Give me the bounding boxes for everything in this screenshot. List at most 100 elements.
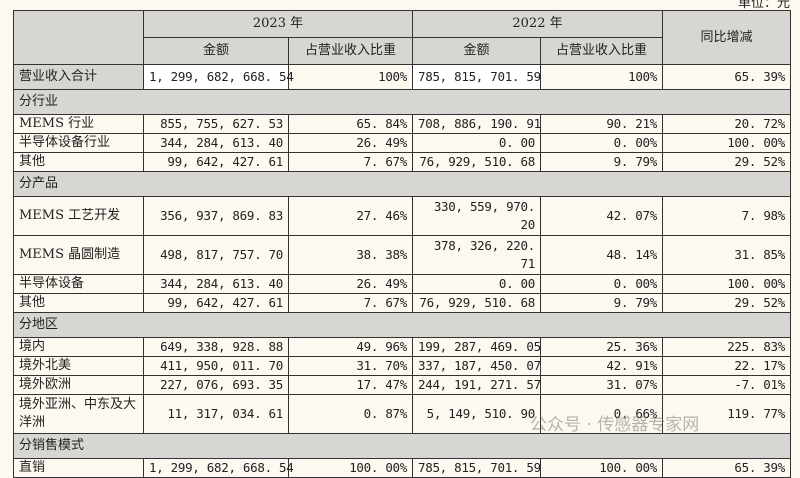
amount-2022: 244, 191, 271. 57 bbox=[412, 375, 541, 395]
ratio-2022: 42. 07% bbox=[540, 196, 663, 236]
section-row: 分销售模式 bbox=[13, 433, 791, 459]
section-row: 分行业 bbox=[13, 89, 791, 115]
yoy-change: 29. 52% bbox=[662, 152, 791, 172]
total-amount-2023: 1, 299, 682, 668. 54 bbox=[143, 64, 294, 90]
yoy-change: 22. 17% bbox=[662, 356, 791, 376]
ratio-2022: 31. 07% bbox=[540, 375, 663, 395]
amount-2022: 785, 815, 701. 59 bbox=[412, 458, 541, 478]
table-row: 境外北美 411, 950, 011. 70 31. 70% 337, 187, 45… bbox=[13, 356, 791, 376]
table-row: 其他 99, 642, 427. 61 7. 67% 76, 929, 510. 68… bbox=[13, 152, 791, 172]
amount-2022: 330, 559, 970. 20 bbox=[412, 196, 541, 236]
row-label: 境外亚洲、中东及大洋洲 bbox=[13, 394, 144, 434]
row-label: MEMS 工艺开发 bbox=[13, 196, 144, 236]
amount-2023: 649, 338, 928. 88 bbox=[143, 337, 289, 357]
row-label: 其他 bbox=[13, 152, 144, 172]
amount-2023: 1, 299, 682, 668. 54 bbox=[143, 458, 294, 478]
header-amount-2023: 金额 bbox=[143, 37, 289, 65]
amount-2023: 99, 642, 427. 61 bbox=[143, 152, 289, 172]
yoy-change: 100. 00% bbox=[662, 274, 791, 294]
amount-2022: 76, 929, 510. 68 bbox=[412, 152, 541, 172]
ratio-2023: 7. 67% bbox=[288, 293, 413, 313]
ratio-2023: 27. 46% bbox=[288, 196, 413, 236]
unit-label: 单位：元 bbox=[737, 0, 790, 11]
row-label: 半导体设备行业 bbox=[13, 133, 144, 153]
table-row: 境外欧洲 227, 076, 693. 35 17. 47% 244, 191, 27… bbox=[13, 375, 791, 395]
row-label: 境外欧洲 bbox=[13, 375, 144, 395]
table-row: MEMS 行业 855, 755, 627. 53 65. 84% 708, 886,… bbox=[13, 114, 791, 134]
amount-2023: 227, 076, 693. 35 bbox=[143, 375, 289, 395]
revenue-table: 2023 年 2022 年 同比增减 金额 占营业收入比重 金额 占营业收入比重… bbox=[13, 10, 791, 478]
amount-2023: 356, 937, 869. 83 bbox=[143, 196, 289, 236]
amount-2022: 0. 00 bbox=[412, 274, 541, 294]
section-row: 分产品 bbox=[13, 171, 791, 197]
ratio-2022: 0. 00% bbox=[540, 274, 663, 294]
header-yoy: 同比增减 bbox=[662, 10, 791, 65]
total-amount-2022: 785, 815, 701. 59 bbox=[412, 64, 541, 90]
ratio-2022: 0. 66% bbox=[540, 394, 663, 434]
section-title: 分地区 bbox=[13, 312, 791, 338]
header-ratio-2023: 占营业收入比重 bbox=[288, 37, 413, 65]
ratio-2022: 42. 91% bbox=[540, 356, 663, 376]
ratio-2023: 0. 87% bbox=[288, 394, 413, 434]
amount-2023: 855, 755, 627. 53 bbox=[143, 114, 289, 134]
ratio-2022: 48. 14% bbox=[540, 235, 663, 275]
amount-2022: 0. 00 bbox=[412, 133, 541, 153]
amount-2022: 708, 886, 190. 91 bbox=[412, 114, 541, 134]
corner-cell bbox=[13, 10, 144, 65]
ratio-2023: 38. 38% bbox=[288, 235, 413, 275]
total-row: 营业收入合计 1, 299, 682, 668. 54 100% 785, 81… bbox=[13, 64, 791, 90]
table-row: 其他 99, 642, 427. 61 7. 67% 76, 929, 510. 68… bbox=[13, 293, 791, 313]
header-amount-2022: 金额 bbox=[412, 37, 541, 65]
ratio-2022: 100. 00% bbox=[540, 458, 663, 478]
row-label: MEMS 行业 bbox=[13, 114, 144, 134]
row-label: 其他 bbox=[13, 293, 144, 313]
row-label: 直销 bbox=[13, 458, 144, 478]
yoy-change: -7. 01% bbox=[662, 375, 791, 395]
ratio-2023: 49. 96% bbox=[288, 337, 413, 357]
section-title: 分产品 bbox=[13, 171, 791, 197]
table-row: 半导体设备 344, 284, 613. 40 26. 49% 0. 00 0. 00%… bbox=[13, 274, 791, 294]
amount-2023: 344, 284, 613. 40 bbox=[143, 133, 289, 153]
ratio-2022: 9. 79% bbox=[540, 152, 663, 172]
row-label: 境内 bbox=[13, 337, 144, 357]
amount-2023: 11, 317, 034. 61 bbox=[143, 394, 289, 434]
yoy-change: 20. 72% bbox=[662, 114, 791, 134]
row-label: 境外北美 bbox=[13, 356, 144, 376]
ratio-2022: 90. 21% bbox=[540, 114, 663, 134]
amount-2023: 344, 284, 613. 40 bbox=[143, 274, 289, 294]
table-row: 直销 1, 299, 682, 668. 54 100. 00% 785, 815, … bbox=[13, 458, 791, 478]
ratio-2023: 26. 49% bbox=[288, 133, 413, 153]
amount-2022: 76, 929, 510. 68 bbox=[412, 293, 541, 313]
amount-2022: 5, 149, 510. 90 bbox=[412, 394, 541, 434]
ratio-2023: 65. 84% bbox=[288, 114, 413, 134]
row-label: MEMS 晶圆制造 bbox=[13, 235, 144, 275]
amount-2022: 199, 287, 469. 05 bbox=[412, 337, 541, 357]
ratio-2022: 25. 36% bbox=[540, 337, 663, 357]
section-title: 分行业 bbox=[13, 89, 791, 115]
total-yoy: 65. 39% bbox=[662, 64, 791, 90]
yoy-change: 31. 85% bbox=[662, 235, 791, 275]
table-row: 半导体设备行业 344, 284, 613. 40 26. 49% 0. 00 0. 0… bbox=[13, 133, 791, 153]
amount-2022: 337, 187, 450. 07 bbox=[412, 356, 541, 376]
header-2022: 2022 年 bbox=[412, 10, 663, 38]
row-label: 半导体设备 bbox=[13, 274, 144, 294]
table-row: 境内 649, 338, 928. 88 49. 96% 199, 287, 469.… bbox=[13, 337, 791, 357]
total-ratio-2022: 100% bbox=[540, 64, 663, 90]
amount-2023: 411, 950, 011. 70 bbox=[143, 356, 289, 376]
table-row: 境外亚洲、中东及大洋洲 11, 317, 034. 61 0. 87% 5, 149,… bbox=[13, 394, 791, 434]
header-2023: 2023 年 bbox=[143, 10, 413, 38]
table-row: MEMS 工艺开发 356, 937, 869. 83 27. 46% 330, 55… bbox=[13, 196, 791, 236]
amount-2022: 378, 326, 220. 71 bbox=[412, 235, 541, 275]
ratio-2023: 17. 47% bbox=[288, 375, 413, 395]
ratio-2022: 9. 79% bbox=[540, 293, 663, 313]
yoy-change: 100. 00% bbox=[662, 133, 791, 153]
total-ratio-2023: 100% bbox=[288, 64, 413, 90]
yoy-change: 225. 83% bbox=[662, 337, 791, 357]
ratio-2023: 31. 70% bbox=[288, 356, 413, 376]
section-title: 分销售模式 bbox=[13, 433, 791, 459]
yoy-change: 29. 52% bbox=[662, 293, 791, 313]
total-label: 营业收入合计 bbox=[13, 64, 144, 90]
ratio-2023: 100. 00% bbox=[288, 458, 413, 478]
watermark: 公众号 · 传感器专家网 bbox=[530, 415, 700, 435]
amount-2023: 99, 642, 427. 61 bbox=[143, 293, 289, 313]
